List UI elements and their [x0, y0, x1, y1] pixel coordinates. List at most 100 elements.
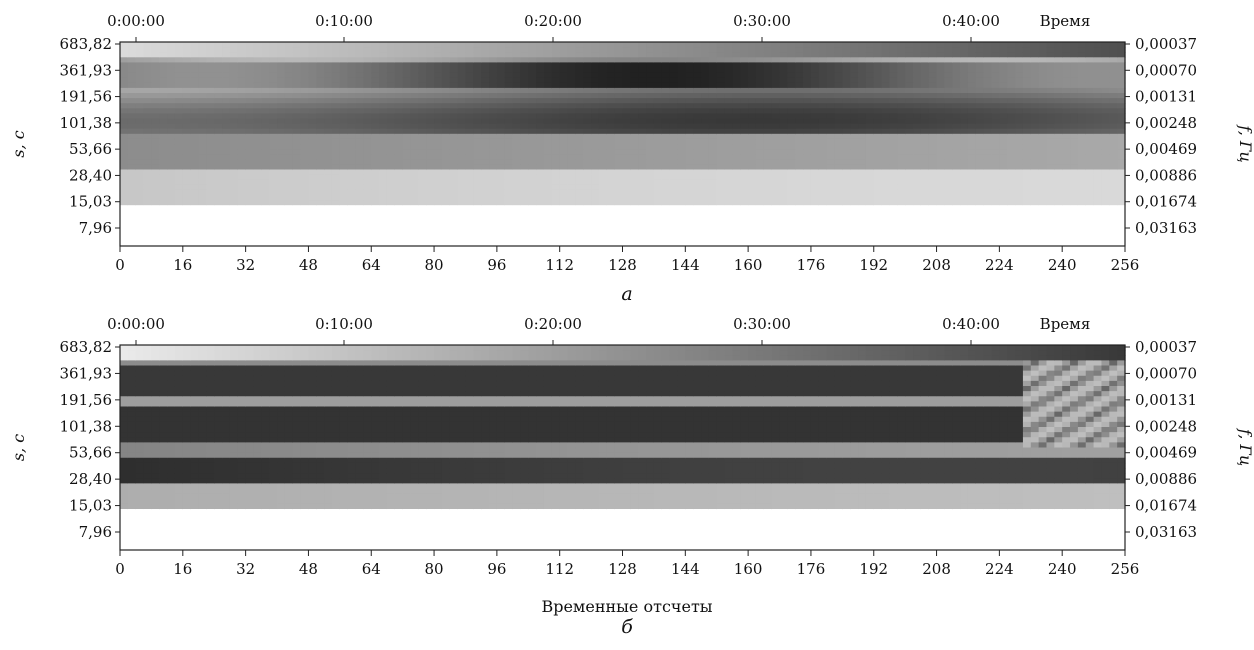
heatmap-cell	[677, 67, 686, 74]
heatmap-cell	[135, 225, 145, 232]
heatmap-cell	[269, 174, 278, 181]
heatmap-cell	[763, 164, 773, 171]
heatmap-cell	[732, 62, 741, 69]
heatmap-cell	[889, 42, 898, 48]
heatmap-cell	[803, 169, 812, 176]
heatmap-cell	[324, 225, 333, 232]
heatmap-cell	[818, 210, 828, 216]
heatmap-cell	[520, 77, 529, 84]
heatmap-cell	[724, 118, 734, 125]
heatmap-cell	[551, 103, 561, 109]
heatmap-cell	[394, 240, 404, 247]
heatmap-cell	[237, 98, 247, 104]
heatmap-cell	[693, 42, 702, 48]
heatmap-cell	[214, 210, 223, 216]
heatmap-cell	[386, 77, 396, 84]
heatmap-cell	[873, 184, 883, 191]
heatmap-cell	[732, 205, 741, 211]
heatmap-cell	[386, 133, 396, 140]
heatmap-cell	[693, 57, 702, 63]
heatmap-cell	[418, 164, 427, 171]
heatmap-cell	[473, 154, 482, 160]
heatmap-cell	[536, 195, 545, 201]
heatmap-cell	[779, 169, 788, 176]
heatmap-cell	[669, 225, 679, 232]
heatmap-cell	[465, 240, 474, 247]
heatmap-cell	[331, 123, 341, 130]
heatmap-cell	[967, 154, 977, 160]
heatmap-cell	[528, 230, 537, 237]
heatmap-cell	[237, 235, 247, 242]
heatmap-cell	[159, 42, 168, 48]
heatmap-cell	[614, 42, 624, 48]
heatmap-cell	[363, 98, 372, 104]
heatmap-cell	[622, 240, 631, 247]
heatmap-cell	[858, 103, 867, 109]
heatmap-cell	[1093, 133, 1103, 140]
heatmap-cell	[653, 144, 663, 150]
heatmap-cell	[795, 98, 804, 104]
heatmap-cell	[222, 205, 231, 211]
heatmap-cell	[810, 210, 820, 216]
heatmap-cell	[331, 67, 341, 74]
heatmap-cell	[850, 235, 859, 242]
heatmap-cell	[606, 184, 616, 191]
heatmap-cell	[559, 230, 569, 237]
heatmap-cell	[967, 113, 977, 120]
heatmap-cell	[363, 67, 372, 74]
heatmap-cell	[708, 144, 718, 150]
heatmap-cell	[371, 62, 380, 69]
heatmap-cell	[826, 52, 836, 58]
heatmap-cell	[724, 98, 734, 104]
heatmap-cell	[151, 164, 160, 171]
heatmap-cell	[151, 103, 160, 109]
heatmap-cell	[198, 235, 207, 242]
heatmap-cell	[543, 184, 553, 191]
heatmap-cell	[355, 169, 364, 176]
heatmap-cell	[834, 82, 843, 89]
heatmap-cell	[677, 118, 686, 125]
heatmap-cell	[543, 123, 553, 130]
heatmap-cell	[308, 103, 317, 109]
heatmap-cell	[810, 123, 820, 130]
heatmap-cell	[991, 144, 1000, 150]
heatmap-cell	[810, 144, 820, 150]
heatmap-cell	[913, 164, 922, 171]
heatmap-cell	[418, 98, 427, 104]
heatmap-cell	[182, 133, 192, 140]
heatmap-cell	[135, 179, 145, 186]
heatmap-cell	[402, 144, 412, 150]
heatmap-cell	[426, 169, 435, 176]
heatmap-cell	[936, 169, 946, 176]
heatmap-cell	[167, 62, 176, 69]
heatmap-cell	[182, 77, 192, 84]
heatmap-cell	[1015, 72, 1024, 79]
heatmap-cell	[944, 220, 953, 227]
heatmap-cell	[701, 215, 710, 222]
heatmap-cell	[190, 138, 200, 145]
heatmap-cell	[520, 98, 529, 104]
heatmap-cell	[386, 144, 396, 150]
heatmap-cell	[512, 93, 522, 99]
heatmap-cell	[952, 47, 961, 53]
heatmap-cell	[324, 113, 333, 120]
heatmap-cell	[520, 159, 529, 165]
heatmap-cell	[151, 200, 160, 206]
heatmap-cell	[379, 103, 388, 109]
heatmap-cell	[1062, 57, 1071, 63]
heatmap-cell	[214, 103, 223, 109]
heatmap-cell	[740, 195, 749, 201]
heatmap-cell	[1015, 154, 1024, 160]
heatmap-cell	[928, 200, 938, 206]
heatmap-cell	[693, 225, 702, 232]
heatmap-cell	[379, 195, 388, 201]
heatmap-cell	[598, 220, 608, 227]
heatmap-cell	[897, 138, 906, 145]
heatmap-cell	[928, 123, 938, 130]
heatmap-cell	[206, 93, 215, 99]
heatmap-cell	[120, 87, 129, 94]
heatmap-cell	[1070, 113, 1079, 120]
heatmap-cell	[818, 113, 828, 120]
heatmap-cell	[269, 189, 278, 196]
heatmap-cell	[630, 235, 639, 242]
